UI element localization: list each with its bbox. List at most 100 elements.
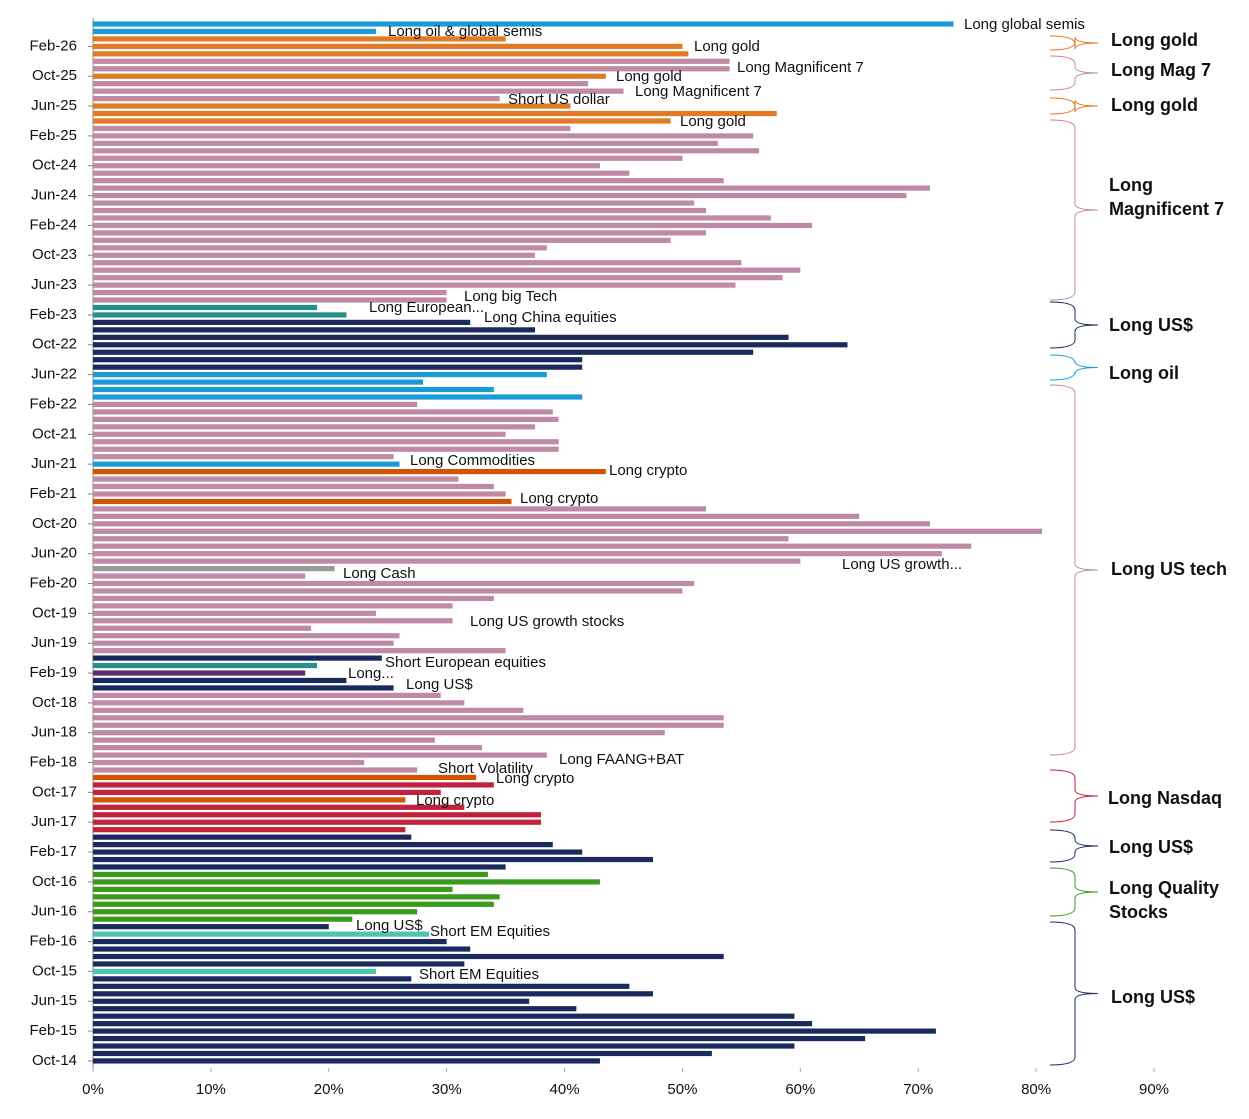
bar — [93, 700, 465, 706]
bar — [93, 625, 312, 631]
bar — [93, 222, 813, 229]
bar — [93, 125, 571, 132]
group-label: Long US$ — [1109, 315, 1193, 335]
bar — [93, 103, 571, 109]
bar — [93, 252, 536, 258]
bar — [93, 461, 400, 467]
annotation: Long US growth... — [842, 556, 962, 573]
bar — [93, 715, 724, 721]
bar — [93, 297, 447, 303]
bar — [93, 118, 671, 124]
group-label: Magnificent 7 — [1109, 199, 1224, 219]
group-label: Long Mag 7 — [1111, 60, 1211, 80]
bar — [93, 894, 500, 900]
bar — [93, 938, 447, 945]
annotation: Short Volatility — [438, 760, 534, 777]
group-label: Long US$ — [1109, 837, 1193, 857]
y-tick-label: Jun-15 — [31, 992, 77, 1009]
bar — [93, 558, 801, 564]
bar — [93, 357, 583, 363]
bar — [93, 774, 477, 781]
y-tick-label: Feb-23 — [29, 306, 77, 323]
y-tick-label: Feb-16 — [29, 933, 77, 950]
y-tick-label: Oct-16 — [32, 873, 77, 890]
bar — [93, 983, 630, 989]
bar — [93, 595, 494, 602]
bar — [93, 1043, 795, 1049]
bar — [93, 1013, 795, 1019]
group-label: Long US tech — [1111, 559, 1227, 579]
annotation: Long global semis — [964, 16, 1085, 33]
bar — [93, 879, 600, 885]
bar — [93, 767, 418, 773]
bar — [93, 58, 730, 64]
x-tick-label: 30% — [432, 1081, 462, 1098]
annotation: Long crypto — [496, 770, 574, 787]
bar — [93, 573, 306, 579]
bar — [93, 968, 376, 975]
bar — [93, 827, 406, 833]
y-tick-label: Jun-19 — [31, 634, 77, 651]
annotation: Long Magnificent 7 — [737, 59, 864, 76]
bar — [93, 28, 376, 35]
group-label: Long Nasdaq — [1108, 788, 1222, 808]
bar — [93, 207, 707, 214]
bar — [93, 342, 848, 348]
annotation: Long US$ — [356, 917, 423, 934]
bar — [93, 633, 400, 639]
y-tick-label: Oct-18 — [32, 694, 77, 711]
y-tick-label: Oct-20 — [32, 515, 77, 532]
bar — [93, 379, 424, 385]
bar — [93, 327, 536, 333]
bar — [93, 924, 329, 930]
bar — [93, 260, 742, 266]
bar — [93, 685, 394, 691]
bar — [93, 901, 494, 907]
bar — [93, 931, 429, 937]
bar — [93, 610, 376, 616]
bar — [93, 386, 494, 393]
bar — [93, 506, 707, 512]
annotation: Long gold — [680, 113, 746, 130]
annotation: Long US growth stocks — [470, 613, 624, 630]
group-brace — [1049, 55, 1099, 91]
bar — [93, 528, 1043, 534]
bar — [93, 618, 453, 624]
bar — [93, 282, 736, 288]
bar — [93, 289, 447, 296]
bar — [93, 372, 547, 378]
bar — [93, 110, 777, 117]
bar — [93, 580, 695, 587]
group-brace — [1049, 301, 1099, 349]
bar — [93, 349, 754, 355]
group-brace — [1049, 35, 1099, 51]
annotation: Short EM Equities — [430, 923, 550, 940]
bar — [93, 319, 471, 325]
bar — [93, 133, 754, 139]
y-tick-label: Oct-15 — [32, 962, 77, 979]
bar — [93, 916, 353, 922]
bar — [93, 267, 801, 273]
y-tick-label: Oct-25 — [32, 67, 77, 84]
y-tick-label: Feb-20 — [29, 574, 77, 591]
y-tick-label: Jun-24 — [31, 187, 77, 204]
bar — [93, 662, 317, 669]
annotation: Long Cash — [343, 565, 416, 582]
bar — [93, 312, 347, 318]
bar — [93, 909, 418, 915]
group-label: Long Quality — [1109, 878, 1219, 898]
bar — [93, 655, 382, 661]
bar — [93, 140, 718, 146]
bar — [93, 677, 347, 684]
bar — [93, 155, 683, 161]
y-tick-label: Jun-20 — [31, 545, 77, 562]
annotation: Long... — [348, 665, 394, 682]
bar — [93, 170, 630, 176]
bar — [93, 66, 730, 72]
bar — [93, 789, 441, 795]
bar — [93, 834, 412, 840]
bar — [93, 521, 931, 527]
bar — [93, 43, 683, 49]
x-tick-label: 40% — [550, 1081, 580, 1098]
bar — [93, 148, 760, 154]
